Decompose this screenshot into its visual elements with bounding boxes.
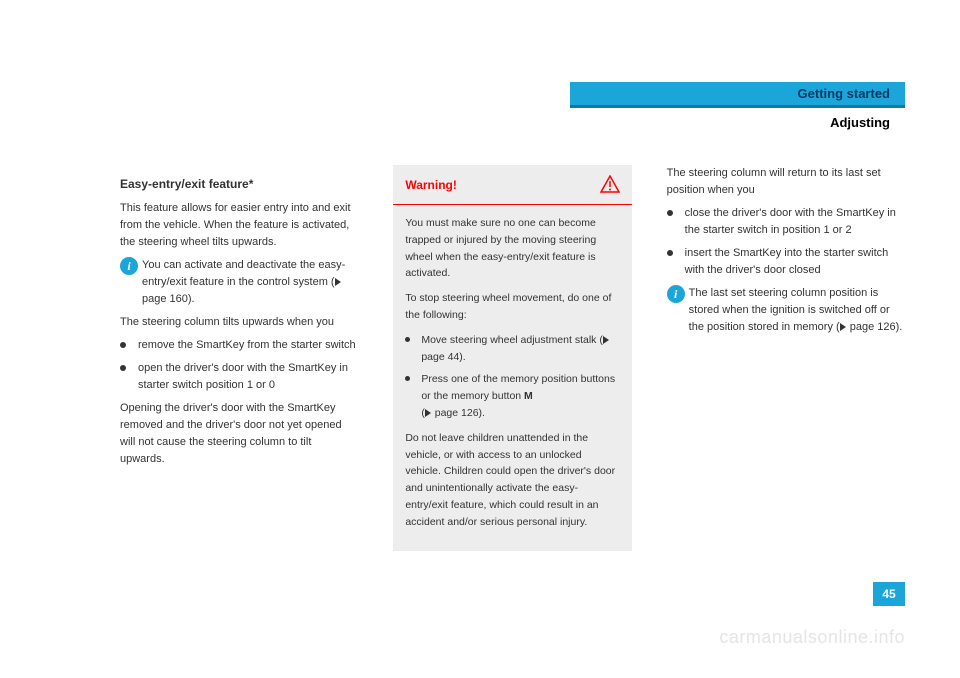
column-center: Warning! You must make sure no one can b…	[393, 165, 631, 561]
col1-p1: This feature allows for easier entry int…	[120, 200, 358, 251]
column-left: Easy-entry/exit feature* This feature al…	[120, 165, 358, 561]
col1-p2: The steering column tilts upwards when y…	[120, 314, 358, 331]
list-item: Move steering wheel adjustment stalk ( p…	[405, 332, 619, 366]
watermark-text: carmanualsonline.info	[719, 627, 905, 648]
wb1-pageref: page 126	[435, 407, 479, 419]
warning-triangle-icon	[600, 175, 620, 196]
col1-heading: Easy-entry/exit feature*	[120, 175, 358, 194]
info-icon: i	[120, 257, 138, 275]
warning-bullets: Move steering wheel adjustment stalk ( p…	[405, 332, 619, 422]
pageref-arrow-icon	[425, 409, 431, 417]
info-icon: i	[667, 285, 685, 303]
wb1-bold: M	[524, 390, 533, 402]
col1-bullets: remove the SmartKey from the starter swi…	[120, 337, 358, 394]
content-columns: Easy-entry/exit feature* This feature al…	[120, 165, 905, 561]
col1-info-text: You can activate and deactivate the easy…	[142, 257, 358, 308]
warning-box: Warning! You must make sure no one can b…	[393, 165, 631, 551]
wb1-c: ).	[479, 407, 485, 419]
warning-body: You must make sure no one can become tra…	[393, 205, 631, 551]
manual-page: Getting started Adjusting Easy-entry/exi…	[0, 0, 960, 678]
list-item: remove the SmartKey from the starter swi…	[120, 337, 358, 354]
header-area: Getting started	[570, 82, 905, 108]
col1-info1-a: You can activate and deactivate the easy…	[142, 259, 345, 288]
col3-info-text: The last set steering column position is…	[689, 285, 905, 336]
warning-header: Warning!	[393, 165, 631, 205]
col1-p3: Opening the driver's door with the Smart…	[120, 400, 358, 468]
col1-info1-pageref: page 160	[142, 293, 188, 305]
wb0-a: Move steering wheel adjustment stalk (	[421, 334, 603, 346]
header-section-title: Getting started	[798, 86, 890, 101]
page-number-badge: 45	[873, 582, 905, 606]
pageref-arrow-icon	[840, 323, 846, 331]
col3-info1-b: ).	[896, 321, 903, 333]
wb1-a: Press one of the memory position buttons…	[421, 373, 615, 402]
col3-bullets: close the driver's door with the SmartKe…	[667, 205, 905, 279]
col3-info-row: i The last set steering column position …	[667, 285, 905, 336]
pageref-arrow-icon	[335, 278, 341, 286]
warning-p1: You must make sure no one can become tra…	[405, 215, 619, 282]
list-item: insert the SmartKey into the starter swi…	[667, 245, 905, 279]
col1-info-row: i You can activate and deactivate the ea…	[120, 257, 358, 308]
list-item: close the driver's door with the SmartKe…	[667, 205, 905, 239]
header-bar-accent	[570, 105, 905, 108]
list-item: open the driver's door with the SmartKey…	[120, 360, 358, 394]
wb0-b: ).	[459, 351, 465, 363]
warning-title: Warning!	[405, 176, 457, 195]
list-item: Press one of the memory position buttons…	[405, 371, 619, 421]
col3-info1-pageref: page 126	[850, 321, 896, 333]
wb0-pageref: page 44	[421, 351, 459, 363]
warning-p3: Do not leave children unattended in the …	[405, 430, 619, 531]
col3-p1: The steering column will return to its l…	[667, 165, 905, 199]
col1-info1-b: ).	[188, 293, 195, 305]
pageref-arrow-icon	[603, 336, 609, 344]
column-right: The steering column will return to its l…	[667, 165, 905, 561]
header-subsection-title: Adjusting	[830, 115, 890, 130]
warning-p2: To stop steering wheel movement, do one …	[405, 290, 619, 324]
